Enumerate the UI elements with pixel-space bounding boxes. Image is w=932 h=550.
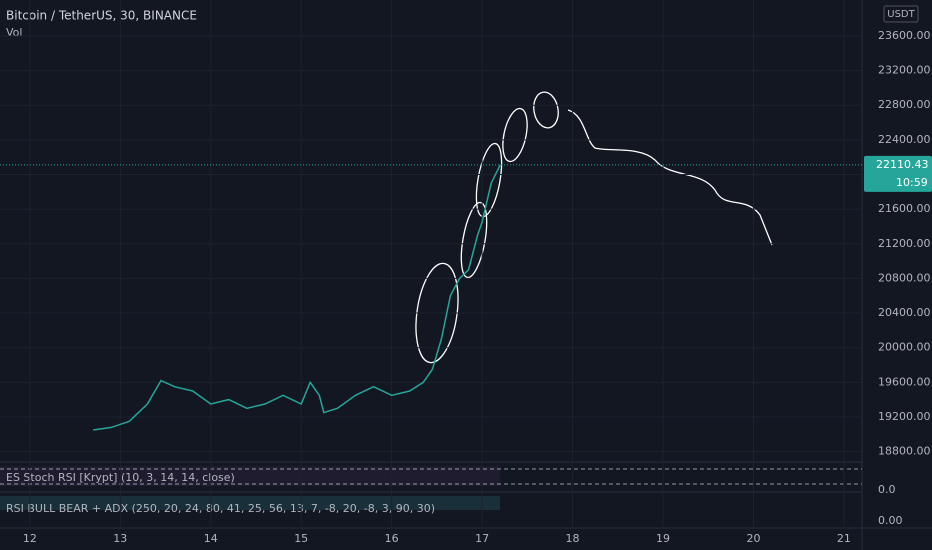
x-tick-label: 15 xyxy=(294,532,308,545)
symbol-title: Bitcoin / TetherUS, 30, BINANCE xyxy=(6,9,197,23)
last-price-label: 22110.43 xyxy=(876,158,929,171)
y-tick-label: 21600.00 xyxy=(878,202,931,215)
indicator-tick: 0.0 xyxy=(878,483,896,496)
currency-button[interactable] xyxy=(883,5,919,23)
indicator-label: RSI BULL BEAR + ADX (250, 20, 24, 80, 41… xyxy=(6,502,435,515)
y-tick-label: 20800.00 xyxy=(878,271,931,284)
y-tick-label: 22400.00 xyxy=(878,133,931,146)
y-tick-label: 23200.00 xyxy=(878,64,931,77)
x-tick-label: 18 xyxy=(566,532,580,545)
drawing xyxy=(415,91,773,364)
stoch-band xyxy=(0,466,500,486)
x-tick-label: 13 xyxy=(113,532,127,545)
x-tick-label: 14 xyxy=(204,532,218,545)
currency-label: USDT xyxy=(887,9,915,20)
x-tick-label: 21 xyxy=(837,532,851,545)
indicator-tick: 0.00 xyxy=(878,514,903,527)
y-tick-label: 19600.00 xyxy=(878,375,931,388)
x-tick-label: 17 xyxy=(475,532,489,545)
volume-label: Vol xyxy=(6,26,22,39)
y-tick-label: 19200.00 xyxy=(878,410,931,423)
x-tick-label: 19 xyxy=(656,532,670,545)
x-tick-label: 16 xyxy=(385,532,399,545)
y-tick-label: 22800.00 xyxy=(878,98,931,111)
last-price-tag xyxy=(864,155,932,192)
y-tick-label: 21200.00 xyxy=(878,237,931,250)
x-tick-label: 12 xyxy=(23,532,37,545)
rsi-band xyxy=(0,496,500,510)
countdown-label: 10:59 xyxy=(896,176,928,189)
price-line xyxy=(93,164,501,431)
x-tick-label: 20 xyxy=(746,532,760,545)
y-tick-label: 18800.00 xyxy=(878,445,931,458)
y-tick-label: 23600.00 xyxy=(878,29,931,42)
y-tick-label: 20000.00 xyxy=(878,341,931,354)
y-tick-label: 20400.00 xyxy=(878,306,931,319)
